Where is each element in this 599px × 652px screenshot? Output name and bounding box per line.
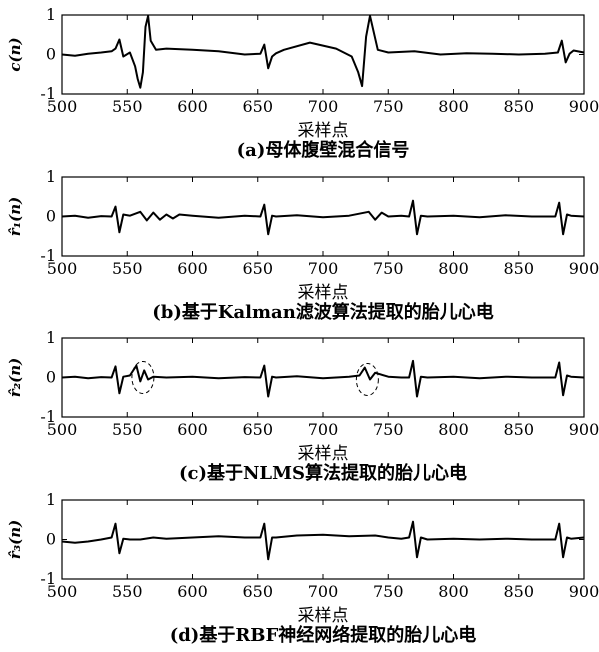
y-tick-label: 0 <box>46 530 56 549</box>
y-tick-label: 1 <box>46 5 56 24</box>
x-tick-label: 550 <box>112 420 143 439</box>
x-tick-label: 750 <box>373 582 404 601</box>
x-tick-label: 650 <box>242 259 273 278</box>
y-tick-label: 0 <box>46 45 56 64</box>
x-tick-label: 850 <box>503 97 534 116</box>
x-tick-label: 850 <box>503 259 534 278</box>
y-tick-label: 0 <box>46 207 56 226</box>
x-tick-label: 800 <box>438 259 469 278</box>
y-axis-label: r̂₂(n) <box>6 358 24 398</box>
y-tick-label: 0 <box>46 368 56 387</box>
y-axis-label: r̂₁(n) <box>6 197 24 237</box>
x-axis-label: 采样点 <box>298 283 349 303</box>
y-tick-label: 1 <box>46 328 56 347</box>
y-tick-label: -1 <box>40 246 56 265</box>
x-tick-label: 650 <box>242 582 273 601</box>
dashed-highlight-ellipse <box>355 362 379 396</box>
panel-caption: (b)基于Kalman滤波算法提取的胎儿心电 <box>152 301 494 323</box>
x-tick-label: 650 <box>242 420 273 439</box>
x-tick-label: 700 <box>308 259 339 278</box>
dashed-highlight-ellipse <box>131 361 155 394</box>
x-tick-label: 600 <box>177 582 208 601</box>
signal-line <box>61 199 585 236</box>
x-tick-label: 550 <box>112 259 143 278</box>
x-tick-label: 750 <box>373 97 404 116</box>
x-tick-label: 800 <box>438 582 469 601</box>
x-tick-label: 700 <box>308 97 339 116</box>
signal-line <box>61 520 585 561</box>
x-tick-label: 500 <box>47 259 78 278</box>
signal-line <box>61 14 585 89</box>
x-tick-label: 550 <box>112 97 143 116</box>
panel-caption: (d)基于RBF神经网络提取的胎儿心电 <box>170 624 477 646</box>
x-tick-label: 700 <box>308 582 339 601</box>
x-tick-label: 700 <box>308 420 339 439</box>
x-tick-label: 900 <box>569 420 599 439</box>
y-axis-label: r̂₃(n) <box>6 520 24 560</box>
x-tick-label: 500 <box>47 420 78 439</box>
x-tick-label: 500 <box>47 97 78 116</box>
y-tick-label: -1 <box>40 84 56 103</box>
x-tick-label: 750 <box>373 259 404 278</box>
x-tick-label: 550 <box>112 582 143 601</box>
x-tick-label: 900 <box>569 259 599 278</box>
x-tick-label: 900 <box>569 582 599 601</box>
x-tick-label: 800 <box>438 420 469 439</box>
x-tick-label: 600 <box>177 259 208 278</box>
y-axis-label: c(n) <box>6 37 24 71</box>
x-axis-label: 采样点 <box>298 444 349 464</box>
x-tick-label: 750 <box>373 420 404 439</box>
x-tick-label: 900 <box>569 97 599 116</box>
x-tick-label: 850 <box>503 420 534 439</box>
signal-line <box>61 359 585 398</box>
y-tick-label: 1 <box>46 167 56 186</box>
x-tick-label: 800 <box>438 97 469 116</box>
x-tick-label: 600 <box>177 97 208 116</box>
panel-caption: (c)基于NLMS算法提取的胎儿心电 <box>179 462 467 484</box>
x-tick-label: 650 <box>242 97 273 116</box>
x-tick-label: 600 <box>177 420 208 439</box>
x-axis-label: 采样点 <box>298 606 349 626</box>
y-tick-label: -1 <box>40 407 56 426</box>
x-tick-label: 850 <box>503 582 534 601</box>
y-tick-label: 1 <box>46 490 56 509</box>
x-tick-label: 500 <box>47 582 78 601</box>
panel-caption: (a)母体腹壁混合信号 <box>237 139 410 161</box>
y-tick-label: -1 <box>40 569 56 588</box>
x-axis-label: 采样点 <box>298 121 349 141</box>
